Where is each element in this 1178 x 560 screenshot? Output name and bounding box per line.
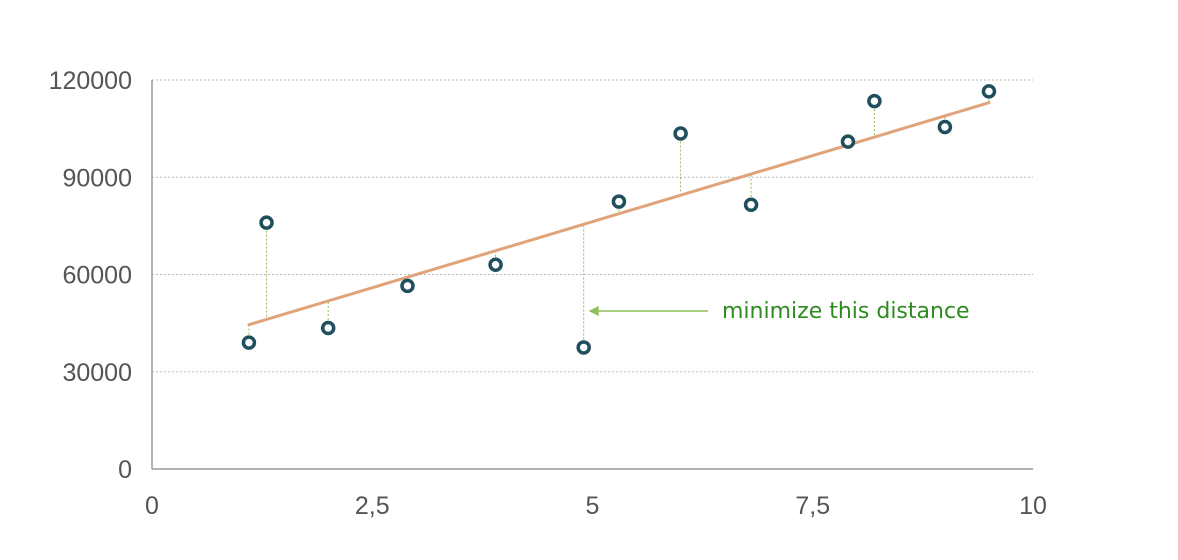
data-point <box>867 93 882 109</box>
y-tick-label: 90000 <box>62 164 132 192</box>
data-point <box>400 278 415 294</box>
y-tick-label: 0 <box>118 456 132 484</box>
x-tick-label: 2,5 <box>355 492 390 520</box>
x-tick-label: 0 <box>145 492 159 520</box>
y-tick-label: 30000 <box>62 359 132 387</box>
x-tick-label: 7,5 <box>795 492 830 520</box>
x-tick-label: 10 <box>1019 492 1047 520</box>
regression-layer <box>247 101 991 327</box>
axis-layer: 0 30000 60000 90000 120000 0 2,5 5 7,5 10 <box>49 67 1047 520</box>
data-point <box>576 340 591 355</box>
data-point <box>241 335 257 350</box>
data-point <box>937 119 953 135</box>
grid-layer <box>152 79 1033 373</box>
annotation-layer: minimize this distance <box>588 299 970 324</box>
data-points-layer <box>241 84 997 355</box>
data-point <box>320 320 336 336</box>
data-point <box>611 194 627 209</box>
data-point <box>259 215 274 230</box>
data-point <box>673 126 688 141</box>
annotation-arrowhead <box>588 306 599 316</box>
data-point <box>981 84 997 99</box>
x-tick-label: 5 <box>586 492 600 520</box>
data-point <box>840 134 856 149</box>
regression-line <box>247 101 991 327</box>
annotation-text: minimize this distance <box>722 299 970 324</box>
y-tick-label: 120000 <box>49 67 132 95</box>
y-tick-label: 60000 <box>62 262 132 290</box>
data-point <box>743 197 759 213</box>
data-point <box>488 257 503 273</box>
